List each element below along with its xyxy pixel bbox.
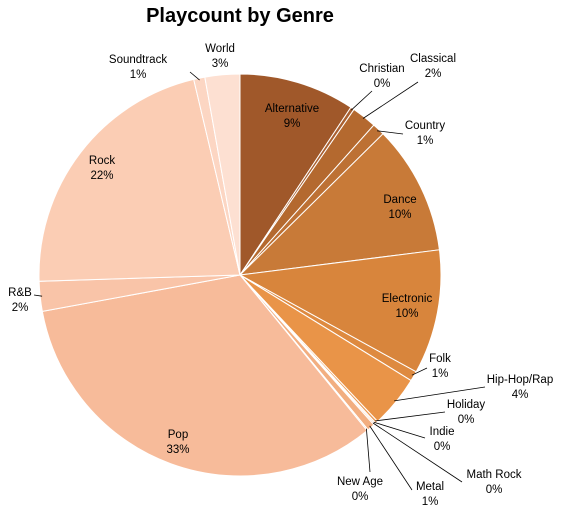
slice-percent-pop: 33% xyxy=(166,444,189,456)
slice-labels: Alternative 9% Christian 0% Classical 2% Count… xyxy=(8,43,553,508)
leader-lines xyxy=(33,71,486,491)
slice-percent-soundtrack: 1% xyxy=(130,69,147,81)
slice-label-rock: Rock xyxy=(89,155,115,167)
slice-label-alternative: Alternative xyxy=(265,103,319,115)
slice-percent-christian: 0% xyxy=(374,78,391,90)
slice-label-indie: Indie xyxy=(430,426,455,438)
slice-percent-country: 1% xyxy=(417,135,434,147)
slice-label-new-age: New Age xyxy=(337,476,383,488)
slice-percent-hip-hop-rap: 4% xyxy=(512,389,529,401)
leader-line-math-rock xyxy=(372,422,463,483)
slice-percent-holiday: 0% xyxy=(458,414,475,426)
slice-percent-dance: 10% xyxy=(388,209,411,221)
leader-line-country xyxy=(377,130,404,135)
pie-slice-world xyxy=(204,73,241,276)
leader-line-indie xyxy=(373,421,426,439)
leader-line-new-age xyxy=(366,428,371,473)
slice-label-folk: Folk xyxy=(429,353,451,365)
slice-label-dance: Dance xyxy=(383,194,416,206)
slice-label-country: Country xyxy=(405,120,446,132)
slice-percent-new-age: 0% xyxy=(352,491,369,503)
slice-percent-world: 3% xyxy=(212,58,229,70)
slice-percent-r-b: 2% xyxy=(12,302,29,314)
slice-label-soundtrack: Soundtrack xyxy=(109,54,167,66)
pie-slice-alternative xyxy=(239,73,352,277)
slice-label-pop: Pop xyxy=(168,429,188,441)
slice-percent-rock: 22% xyxy=(90,170,113,182)
leader-line-christian xyxy=(351,90,373,111)
slice-percent-electronic: 10% xyxy=(395,308,418,320)
slice-percent-classical: 2% xyxy=(425,68,442,80)
slice-percent-alternative: 9% xyxy=(284,118,301,130)
pie-slice-electronic xyxy=(238,249,442,373)
slice-label-hip-hop-rap: Hip-Hop/Rap xyxy=(487,374,553,386)
slice-label-electronic: Electronic xyxy=(382,293,433,305)
slice-label-world: World xyxy=(205,43,235,55)
leader-line-metal xyxy=(369,425,413,491)
slice-percent-math-rock: 0% xyxy=(486,484,503,496)
slice-percent-folk: 1% xyxy=(432,368,449,380)
slice-percent-indie: 0% xyxy=(434,441,451,453)
leader-line-soundtrack xyxy=(189,71,200,81)
leader-line-hip-hop-rap xyxy=(394,386,486,402)
slice-label-metal: Metal xyxy=(416,481,444,493)
pie-slice-rock xyxy=(38,78,241,282)
pie-slices xyxy=(38,73,442,477)
leader-line-r-b xyxy=(33,294,43,297)
leader-line-holiday xyxy=(375,411,446,422)
pie-slice-dance xyxy=(238,133,440,276)
leader-line-classical xyxy=(362,81,419,119)
pie-slice-pop xyxy=(41,274,368,477)
slice-label-classical: Classical xyxy=(410,53,456,65)
slice-label-christian: Christian xyxy=(359,63,404,75)
slice-label-math-rock: Math Rock xyxy=(467,469,522,481)
leader-line-folk xyxy=(411,367,428,376)
slice-label-r-b: R&B xyxy=(8,287,32,299)
slice-percent-metal: 1% xyxy=(422,496,439,508)
slice-label-holiday: Holiday xyxy=(447,399,486,411)
chart-title: Playcount by Genre xyxy=(146,5,334,27)
